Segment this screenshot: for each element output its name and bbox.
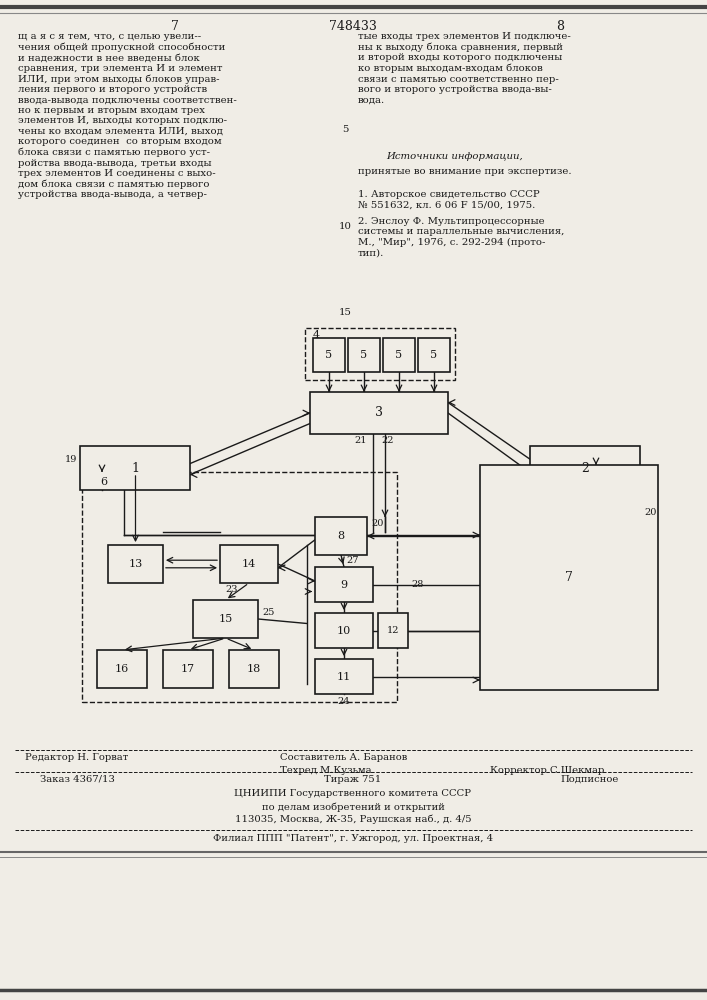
Text: 1. Авторское свидетельство СССР
№ 551632, кл. 6 06 F 15/00, 1975.: 1. Авторское свидетельство СССР № 551632…	[358, 190, 539, 209]
Bar	[229, 650, 279, 688]
Bar	[82, 472, 397, 702]
Text: 5: 5	[361, 350, 368, 360]
Text: 9: 9	[341, 580, 348, 589]
Bar	[480, 465, 658, 690]
Text: 24: 24	[338, 697, 350, 706]
Text: 748433: 748433	[329, 20, 377, 33]
Text: 21: 21	[354, 436, 367, 445]
Text: ЦНИИПИ Государственного комитета СССР: ЦНИИПИ Государственного комитета СССР	[235, 789, 472, 798]
Bar	[530, 446, 640, 490]
Text: 20: 20	[644, 508, 656, 517]
Text: 28: 28	[411, 580, 423, 589]
Text: 10: 10	[337, 626, 351, 636]
Text: 7: 7	[565, 571, 573, 584]
Text: 22: 22	[381, 436, 394, 445]
Text: Тираж 751: Тираж 751	[325, 775, 382, 784]
Text: 8: 8	[337, 531, 344, 541]
Bar	[348, 338, 380, 372]
Text: Составитель А. Баранов: Составитель А. Баранов	[280, 753, 407, 762]
Text: 3: 3	[375, 406, 383, 420]
Text: 14: 14	[242, 559, 256, 569]
Text: 4: 4	[313, 330, 320, 340]
Text: 2: 2	[581, 462, 589, 475]
Text: 20: 20	[371, 519, 383, 528]
Text: 19: 19	[64, 455, 77, 464]
Text: принятые во внимание при экспертизе.: принятые во внимание при экспертизе.	[358, 167, 572, 176]
Text: 7: 7	[171, 20, 179, 33]
Text: Подписное: Подписное	[560, 775, 619, 784]
Text: 10: 10	[339, 222, 351, 231]
Bar	[315, 613, 373, 648]
Bar	[97, 650, 147, 688]
Text: 15: 15	[339, 308, 351, 317]
Text: по делам изобретений и открытий: по делам изобретений и открытий	[262, 802, 445, 812]
Text: 11: 11	[337, 672, 351, 682]
Text: Филиал ППП "Патент", г. Ужгород, ул. Проектная, 4: Филиал ППП "Патент", г. Ужгород, ул. Про…	[213, 834, 493, 843]
Text: 8: 8	[556, 20, 564, 33]
Text: 5: 5	[341, 125, 348, 134]
Text: 27: 27	[346, 556, 358, 565]
Text: Редактор Н. Горват: Редактор Н. Горват	[25, 753, 129, 762]
Bar	[310, 392, 448, 434]
Bar	[418, 338, 450, 372]
Text: 13: 13	[129, 559, 143, 569]
Text: 16: 16	[115, 664, 129, 674]
Text: Техред М.Кузьма: Техред М.Кузьма	[280, 766, 372, 775]
Bar	[220, 545, 278, 583]
Text: 15: 15	[218, 614, 233, 624]
Text: 23: 23	[225, 585, 238, 594]
Text: Заказ 4367/13: Заказ 4367/13	[40, 775, 115, 784]
Text: 2. Энслоу Ф. Мультипроцессорные
системы и параллельные вычисления,
М., "Мир", 19: 2. Энслоу Ф. Мультипроцессорные системы …	[358, 217, 564, 257]
Text: 5: 5	[395, 350, 402, 360]
Bar	[315, 659, 373, 694]
Bar	[378, 613, 408, 648]
Bar	[80, 446, 190, 490]
Text: Корректор С.Шекмар: Корректор С.Шекмар	[490, 766, 604, 775]
Text: 18: 18	[247, 664, 261, 674]
Bar	[305, 328, 455, 380]
Bar	[108, 545, 163, 583]
Bar	[163, 650, 213, 688]
Text: 25: 25	[262, 608, 274, 617]
Bar	[193, 600, 258, 638]
Text: 113035, Москва, Ж-35, Раушская наб., д. 4/5: 113035, Москва, Ж-35, Раушская наб., д. …	[235, 815, 472, 824]
Text: 17: 17	[181, 664, 195, 674]
Text: 6: 6	[100, 477, 107, 487]
Text: 1: 1	[131, 462, 139, 475]
Text: Источники информации,: Источники информации,	[387, 152, 523, 161]
Bar	[315, 517, 367, 555]
Text: 5: 5	[325, 350, 332, 360]
Bar	[315, 567, 373, 602]
Text: 12: 12	[387, 626, 399, 635]
Bar	[313, 338, 345, 372]
Text: 5: 5	[431, 350, 438, 360]
Text: тые входы трех элементов И подключе-
ны к выходу блока сравнения, первый
и второ: тые входы трех элементов И подключе- ны …	[358, 32, 571, 105]
Text: щ а я с я тем, что, с целью увели--
чения общей пропускной способности
и надежно: щ а я с я тем, что, с целью увели-- чени…	[18, 32, 237, 199]
Bar	[383, 338, 415, 372]
